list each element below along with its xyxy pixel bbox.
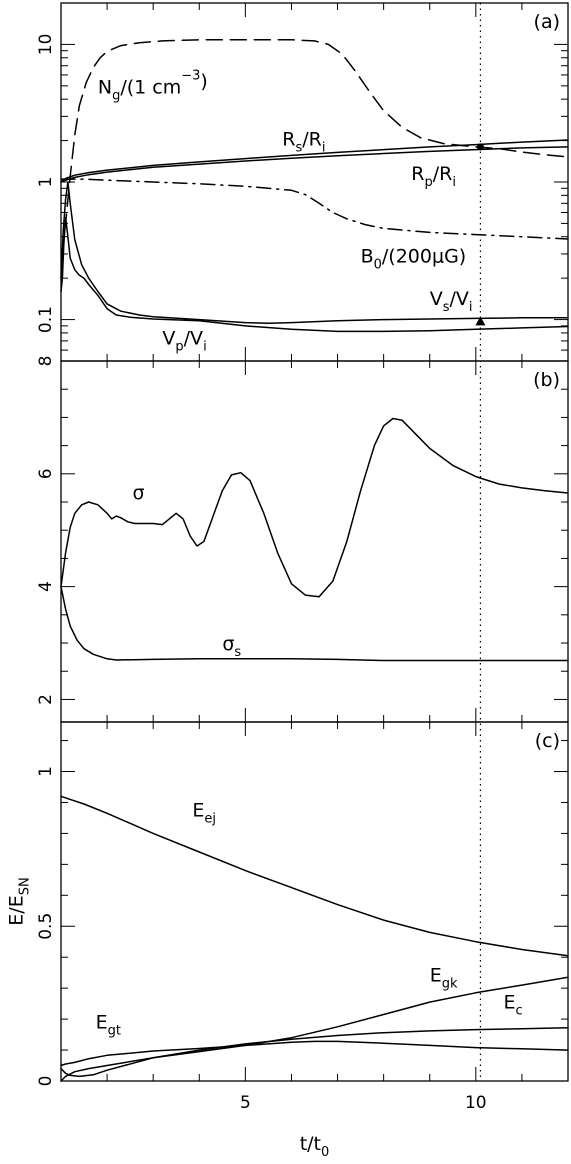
curves (60, 3, 569, 1082)
panel-c-label-eej: Eej (192, 799, 216, 826)
panel-b-curve-sigma (60, 417, 569, 598)
panel-a-curve-rs (60, 139, 569, 183)
panel-a-label-vp: Vp/Vi (162, 327, 206, 354)
panel-a-label-vs: Vs/Vi (430, 288, 473, 315)
panel-a-letter: (a) (534, 11, 560, 33)
panel-c-ytick-label: 0.5 (36, 913, 56, 940)
x-axis-title: t/t0 (300, 1133, 330, 1160)
panel-a-curve-vs (60, 181, 569, 325)
panel-c-label-egk: Egk (430, 964, 458, 991)
panel-a-label-rp: Rp/Ri (411, 163, 456, 190)
panel-a-ytick-label: 10 (36, 34, 56, 56)
panel-c-letter: (c) (535, 730, 560, 752)
panel-c-ytick-label: 0 (36, 1076, 56, 1087)
panel-a-label-rs: Rs/Ri (282, 129, 325, 156)
panel-b-ytick-label: 2 (36, 694, 56, 705)
panel-a-label-ng: Ng/(1 cm−3) (98, 68, 208, 103)
panel-a-label-b0: B0/(200μG) (361, 245, 467, 272)
tick-marks (61, 3, 568, 1082)
panel-b-frame (60, 360, 569, 723)
panel-b-label-sigma-s: σs (222, 633, 241, 660)
panel-c-curve-egt (60, 1040, 569, 1067)
x-tick-label: 10 (465, 1093, 487, 1113)
panel-frames (60, 2, 569, 1082)
panel-a-marker-triangle (475, 316, 486, 326)
panel-c-label-egt: Egt (96, 1011, 121, 1038)
panel-a-curve-rp (60, 146, 569, 183)
panel-c-ytick-label: 1 (36, 766, 56, 777)
panel-a-ytick-label: 1 (36, 177, 56, 188)
x-tick-label: 5 (240, 1093, 251, 1113)
panel-b-curve-sigma-s (60, 585, 569, 662)
panel-b-ytick-label: 6 (36, 468, 56, 479)
panel-a-curve-b0 (60, 178, 569, 240)
panel-b-ytick-label: 8 (36, 356, 56, 367)
panel-c-label-ec: Ec (503, 991, 522, 1018)
y-axis-title: E/ESN (6, 877, 33, 925)
panel-c-frame (60, 721, 569, 1082)
panel-a-curve-vp (60, 216, 569, 333)
panel-c-curve-eej (60, 795, 569, 957)
panel-a-ytick-label: 0.1 (36, 306, 56, 333)
panel-b-ytick-label: 4 (36, 581, 56, 592)
panel-b-letter: (b) (533, 369, 560, 391)
panel-a-curve-ng (61, 39, 569, 255)
panel-b-label-sigma: σ (132, 482, 144, 504)
